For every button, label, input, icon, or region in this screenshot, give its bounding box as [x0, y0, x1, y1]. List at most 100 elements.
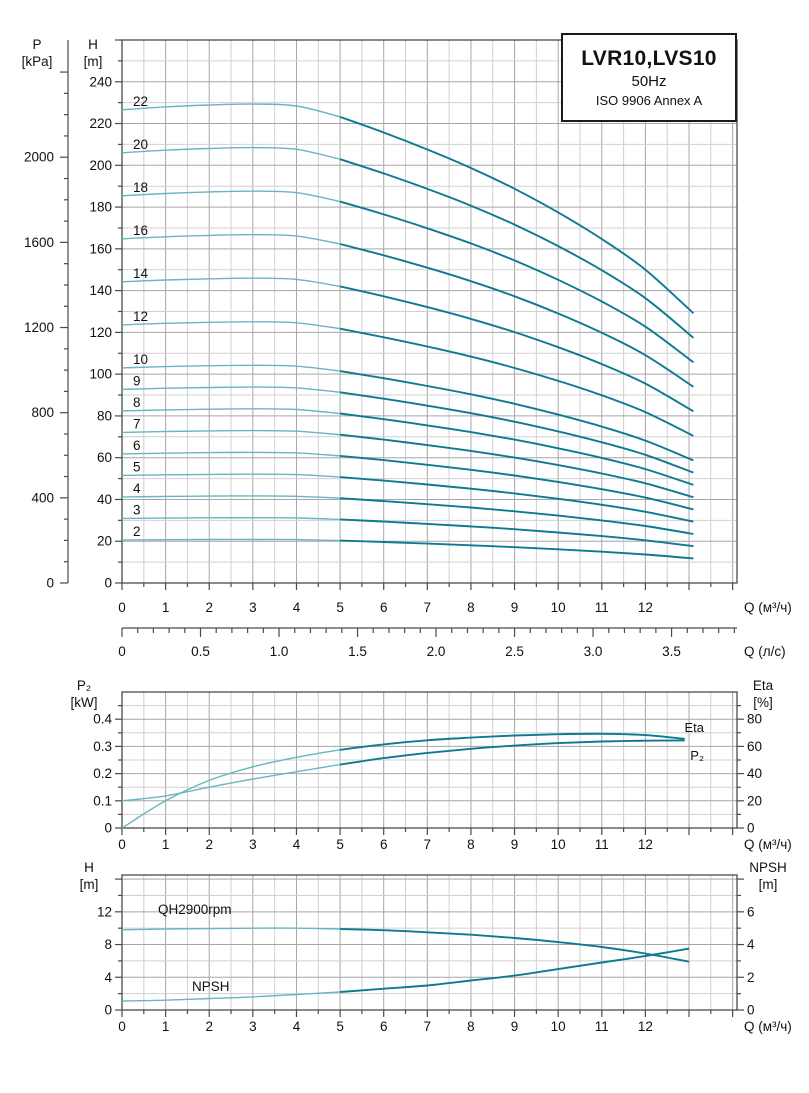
curve-2 [340, 539, 694, 560]
svg-text:12: 12 [638, 837, 653, 852]
svg-text:3: 3 [249, 1019, 257, 1034]
svg-text:2000: 2000 [24, 150, 54, 165]
svg-text:180: 180 [89, 200, 112, 215]
svg-text:6: 6 [380, 600, 388, 615]
curve-6-light [121, 451, 341, 457]
curve-2-light [121, 538, 341, 542]
curve-9 [339, 391, 694, 474]
curve-12 [339, 327, 694, 437]
svg-text:0: 0 [747, 1003, 755, 1018]
curve-QH2900rpm [340, 928, 690, 963]
eta-axis-unit: [%] [753, 695, 773, 710]
curve-14 [339, 285, 694, 413]
svg-text:11: 11 [595, 837, 609, 852]
svg-text:2: 2 [205, 1019, 213, 1034]
svg-text:12: 12 [97, 904, 112, 919]
curve-4-light [121, 495, 341, 499]
svg-text:60: 60 [97, 450, 112, 465]
svg-text:0: 0 [118, 600, 126, 615]
svg-text:7: 7 [424, 600, 432, 615]
svg-text:4: 4 [747, 937, 755, 952]
svg-text:8: 8 [467, 600, 475, 615]
svg-text:80: 80 [97, 408, 112, 423]
svg-text:22: 22 [133, 94, 148, 109]
curve-NPSH [340, 947, 690, 993]
curve-10-light [121, 364, 341, 372]
curve-20-light [121, 146, 341, 160]
svg-text:3.5: 3.5 [662, 644, 681, 659]
svg-text:0: 0 [46, 576, 54, 591]
standard: ISO 9906 Annex A [595, 93, 703, 108]
svg-text:40: 40 [97, 492, 112, 507]
curve-8-light [121, 408, 341, 415]
svg-text:9: 9 [511, 1019, 519, 1034]
svg-text:0.2: 0.2 [93, 766, 112, 781]
svg-text:10: 10 [551, 837, 566, 852]
svg-text:2: 2 [205, 837, 213, 852]
svg-text:10: 10 [551, 600, 566, 615]
svg-text:10: 10 [133, 352, 148, 367]
curve-3 [340, 518, 694, 548]
curve-14-light [121, 277, 341, 288]
curve-P₂ [339, 739, 685, 766]
svg-text:14: 14 [133, 266, 149, 281]
curve-18-light [121, 190, 341, 203]
svg-text:60: 60 [747, 739, 762, 754]
head-axis-header: H [m] [70, 36, 116, 70]
svg-text:20: 20 [133, 137, 148, 152]
svg-text:2.0: 2.0 [427, 644, 446, 659]
svg-text:6: 6 [747, 904, 755, 919]
svg-text:4: 4 [293, 600, 301, 615]
svg-text:240: 240 [89, 74, 112, 89]
eta-axis-symbol: Eta [752, 678, 774, 693]
svg-text:0: 0 [747, 821, 755, 836]
curve-7-light [121, 429, 341, 436]
curve-QH2900rpm-light [121, 927, 341, 931]
curve-Eta [339, 732, 685, 751]
curve-20 [339, 158, 695, 339]
svg-text:20: 20 [747, 793, 762, 808]
svg-text:1.5: 1.5 [348, 644, 367, 659]
npsh-axis-symbol: NPSH [749, 860, 787, 875]
pressure-axis-unit: [kPa] [21, 54, 53, 69]
svg-text:5: 5 [336, 600, 344, 615]
svg-text:5: 5 [336, 837, 344, 852]
head-axis-unit: [m] [83, 54, 103, 69]
svg-text:0: 0 [118, 644, 126, 659]
pressure-axis-symbol: P [32, 37, 42, 52]
svg-text:220: 220 [89, 116, 112, 131]
head2-axis-unit: [m] [79, 877, 99, 892]
svg-text:3: 3 [133, 502, 141, 517]
svg-text:0: 0 [118, 1019, 126, 1034]
svg-text:0: 0 [104, 821, 112, 836]
svg-text:Q (м³/ч): Q (м³/ч) [744, 837, 792, 852]
curve-8 [339, 412, 694, 486]
svg-text:16: 16 [133, 223, 148, 238]
svg-text:140: 140 [89, 283, 112, 298]
curve-NPSH-light [121, 991, 341, 1002]
svg-text:20: 20 [97, 534, 112, 549]
svg-text:3: 3 [249, 837, 257, 852]
svg-text:NPSH: NPSH [192, 979, 230, 994]
svg-text:1: 1 [162, 837, 170, 852]
svg-text:8: 8 [467, 1019, 475, 1034]
svg-text:800: 800 [31, 405, 54, 420]
head-axis-symbol: H [88, 37, 98, 52]
svg-text:0.5: 0.5 [191, 644, 210, 659]
svg-text:100: 100 [89, 367, 112, 382]
pressure-axis: 0 400 800 1200 1600 2000 [24, 40, 69, 591]
svg-text:2: 2 [747, 970, 755, 985]
svg-text:7: 7 [424, 837, 432, 852]
svg-text:0: 0 [104, 576, 112, 591]
svg-text:1600: 1600 [24, 235, 54, 250]
svg-text:0: 0 [104, 1003, 112, 1018]
svg-text:12: 12 [133, 309, 148, 324]
curve-4 [340, 497, 694, 535]
title-box: LVR10,LVS10 50Hz ISO 9906 Annex A [561, 33, 737, 122]
svg-text:3: 3 [249, 600, 257, 615]
svg-text:4: 4 [133, 481, 141, 496]
svg-text:5: 5 [336, 1019, 344, 1034]
